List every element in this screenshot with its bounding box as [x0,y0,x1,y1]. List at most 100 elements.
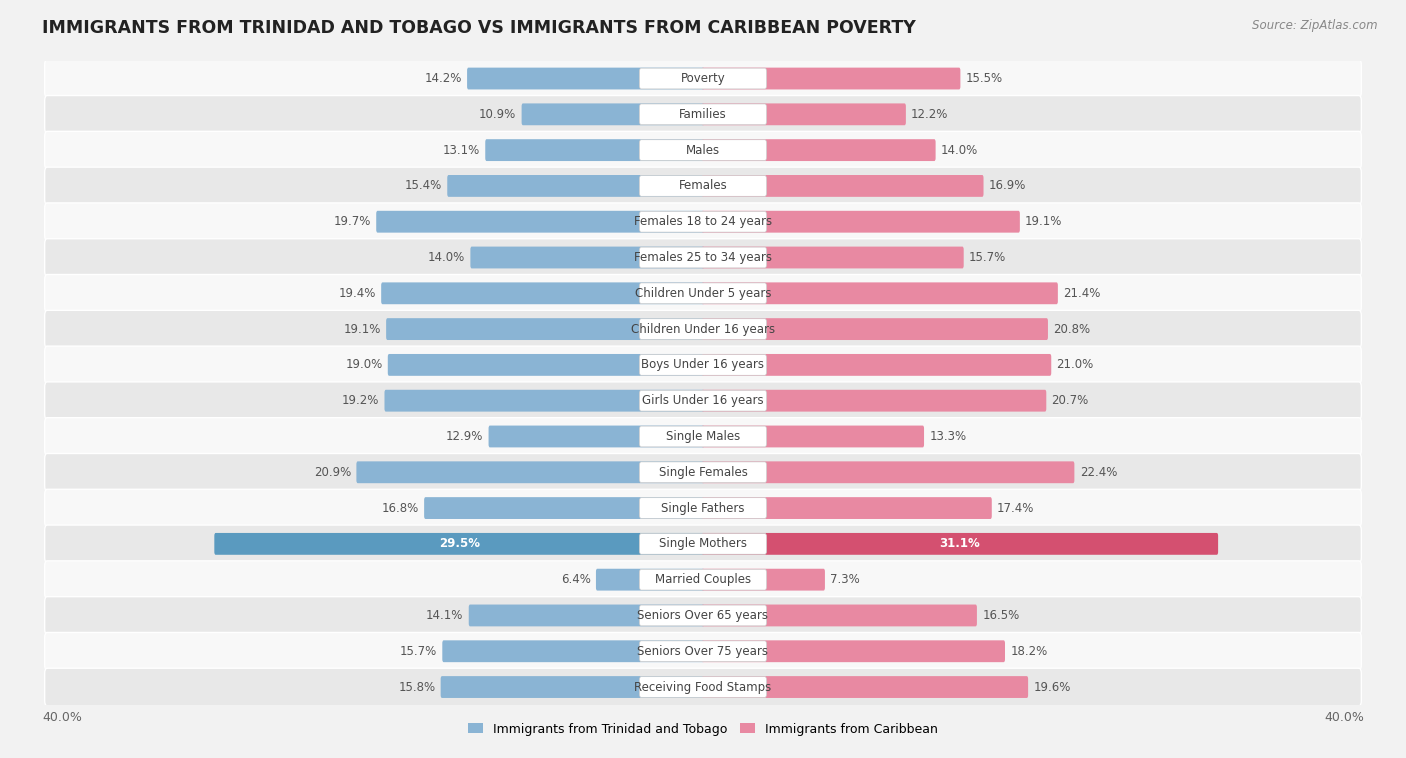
Text: Children Under 5 years: Children Under 5 years [634,287,772,300]
FancyBboxPatch shape [702,568,825,590]
Text: 12.2%: 12.2% [911,108,949,121]
Text: 16.8%: 16.8% [381,502,419,515]
Text: Females 25 to 34 years: Females 25 to 34 years [634,251,772,264]
Text: Married Couples: Married Couples [655,573,751,586]
Text: 15.7%: 15.7% [969,251,1007,264]
FancyBboxPatch shape [440,676,704,698]
Text: Single Females: Single Females [658,465,748,479]
Text: 14.0%: 14.0% [941,143,979,157]
Text: 40.0%: 40.0% [1324,711,1364,724]
FancyBboxPatch shape [640,283,766,304]
Text: 19.1%: 19.1% [343,323,381,336]
Text: IMMIGRANTS FROM TRINIDAD AND TOBAGO VS IMMIGRANTS FROM CARIBBEAN POVERTY: IMMIGRANTS FROM TRINIDAD AND TOBAGO VS I… [42,19,915,37]
FancyBboxPatch shape [702,605,977,626]
Text: 7.3%: 7.3% [830,573,860,586]
FancyBboxPatch shape [425,497,704,519]
FancyBboxPatch shape [702,103,905,125]
Text: 14.2%: 14.2% [425,72,461,85]
Text: 13.1%: 13.1% [443,143,479,157]
FancyBboxPatch shape [467,67,704,89]
FancyBboxPatch shape [640,355,766,375]
Text: Poverty: Poverty [681,72,725,85]
FancyBboxPatch shape [488,425,704,447]
FancyBboxPatch shape [384,390,704,412]
Text: 19.7%: 19.7% [333,215,371,228]
Text: 6.4%: 6.4% [561,573,591,586]
Text: 13.3%: 13.3% [929,430,966,443]
FancyBboxPatch shape [45,131,1361,169]
Text: 40.0%: 40.0% [42,711,82,724]
FancyBboxPatch shape [702,354,1052,376]
FancyBboxPatch shape [702,676,1028,698]
Legend: Immigrants from Trinidad and Tobago, Immigrants from Caribbean: Immigrants from Trinidad and Tobago, Imm… [463,718,943,741]
FancyBboxPatch shape [702,641,1005,662]
Text: Single Males: Single Males [666,430,740,443]
Text: Seniors Over 65 years: Seniors Over 65 years [637,609,769,622]
FancyBboxPatch shape [702,462,1074,483]
Text: 20.9%: 20.9% [314,465,352,479]
Text: Receiving Food Stamps: Receiving Food Stamps [634,681,772,694]
FancyBboxPatch shape [387,318,704,340]
FancyBboxPatch shape [381,283,704,304]
Text: 15.7%: 15.7% [399,645,437,658]
FancyBboxPatch shape [640,534,766,554]
Text: 17.4%: 17.4% [997,502,1035,515]
FancyBboxPatch shape [214,533,704,555]
FancyBboxPatch shape [45,669,1361,706]
FancyBboxPatch shape [443,641,704,662]
FancyBboxPatch shape [45,310,1361,348]
FancyBboxPatch shape [702,283,1057,304]
Text: 16.9%: 16.9% [988,180,1026,193]
FancyBboxPatch shape [377,211,704,233]
Text: 20.7%: 20.7% [1052,394,1088,407]
Text: 10.9%: 10.9% [479,108,516,121]
FancyBboxPatch shape [45,382,1361,419]
Text: Females 18 to 24 years: Females 18 to 24 years [634,215,772,228]
FancyBboxPatch shape [45,203,1361,240]
Text: Girls Under 16 years: Girls Under 16 years [643,394,763,407]
FancyBboxPatch shape [447,175,704,197]
Text: 29.5%: 29.5% [439,537,479,550]
Text: 15.4%: 15.4% [405,180,441,193]
Text: Families: Families [679,108,727,121]
Text: 31.1%: 31.1% [939,537,980,550]
FancyBboxPatch shape [702,318,1047,340]
FancyBboxPatch shape [640,498,766,518]
Text: Seniors Over 75 years: Seniors Over 75 years [637,645,769,658]
FancyBboxPatch shape [702,533,1218,555]
FancyBboxPatch shape [640,104,766,125]
Text: Single Mothers: Single Mothers [659,537,747,550]
FancyBboxPatch shape [640,426,766,447]
Text: Single Fathers: Single Fathers [661,502,745,515]
FancyBboxPatch shape [702,425,924,447]
FancyBboxPatch shape [640,139,766,161]
FancyBboxPatch shape [702,211,1019,233]
FancyBboxPatch shape [640,390,766,411]
FancyBboxPatch shape [640,211,766,232]
FancyBboxPatch shape [45,525,1361,562]
FancyBboxPatch shape [485,139,704,161]
Text: 19.2%: 19.2% [342,394,380,407]
Text: 14.0%: 14.0% [427,251,465,264]
FancyBboxPatch shape [471,246,704,268]
Text: 19.6%: 19.6% [1033,681,1071,694]
FancyBboxPatch shape [45,346,1361,384]
Text: 19.4%: 19.4% [339,287,375,300]
FancyBboxPatch shape [45,239,1361,277]
Text: Males: Males [686,143,720,157]
FancyBboxPatch shape [596,568,704,590]
Text: 21.4%: 21.4% [1063,287,1101,300]
FancyBboxPatch shape [640,68,766,89]
FancyBboxPatch shape [702,67,960,89]
FancyBboxPatch shape [45,561,1361,599]
Text: 16.5%: 16.5% [983,609,1019,622]
Text: 15.8%: 15.8% [398,681,436,694]
Text: 19.0%: 19.0% [346,359,382,371]
Text: 14.1%: 14.1% [426,609,464,622]
FancyBboxPatch shape [45,60,1361,97]
FancyBboxPatch shape [702,246,963,268]
FancyBboxPatch shape [702,175,984,197]
FancyBboxPatch shape [45,418,1361,456]
FancyBboxPatch shape [45,632,1361,670]
FancyBboxPatch shape [640,641,766,662]
